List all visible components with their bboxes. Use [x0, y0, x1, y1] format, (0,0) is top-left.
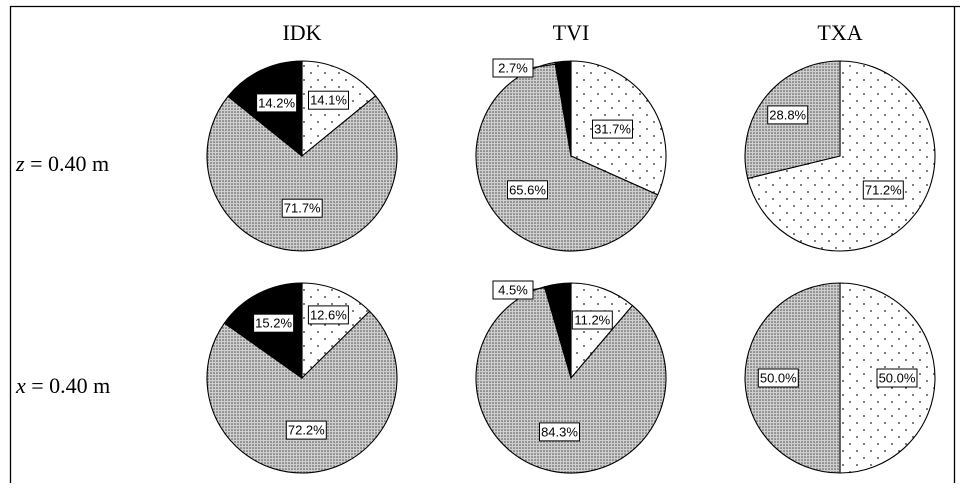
pie-slice-r1c1-2: [206, 95, 398, 252]
slice-label-box-r2c1-2: [285, 420, 327, 440]
slice-label-box-r1c1-1: [308, 90, 349, 110]
callout-line-r2c2: [528, 285, 558, 291]
slice-label-box-r1c3-1: [862, 180, 904, 200]
slice-label-r2c2-1: 11.2%: [574, 313, 610, 328]
row-label-z: z = 0.40 m: [15, 151, 109, 176]
slice-label-r1c2-3: 2.7%: [498, 61, 528, 76]
slice-label-box-r2c1-3: [253, 313, 295, 333]
slice-label-r2c3-1: 50.0%: [879, 371, 916, 386]
slice-label-box-r1c1-2: [281, 198, 323, 218]
pie-slice-r2c2-2: [475, 286, 667, 474]
column-title-txa: TXA: [817, 20, 862, 45]
pie-slice-r1c2-3: [554, 60, 572, 157]
row-label-x-var: x: [15, 373, 26, 398]
slice-label-r2c1-2: 72.2%: [288, 423, 325, 438]
slice-label-r2c2-2: 84.3%: [541, 424, 578, 439]
pie-slice-r2c2-3: [543, 282, 572, 379]
slice-label-box-r2c2-1: [571, 310, 613, 330]
slice-label-r1c3-2: 28.8%: [769, 107, 806, 122]
slice-label-r1c2-1: 31.7%: [594, 122, 631, 137]
pies-layer: 14.1% 71.7% 14.2% 31.7% 65.6% 2.7% 71.2% 28.8% 1…: [206, 58, 936, 474]
pie-slice-r2c1-2: [206, 310, 398, 474]
row-label-z-rest: = 0.40 m: [25, 151, 110, 176]
slice-label-box-r2c2-3: [492, 280, 534, 300]
row-label-x: x = 0.40 m: [15, 373, 110, 398]
slice-label-box-r1c2-1: [592, 119, 633, 139]
pie-slice-r2c2-1: [570, 282, 634, 380]
slice-label-box-r1c2-3: [492, 58, 534, 78]
slice-label-r1c1-1: 14.1%: [310, 93, 347, 108]
slice-label-box-r2c1-1: [307, 305, 349, 325]
slice-label-r2c2-3: 4.5%: [498, 283, 528, 298]
slice-label-r1c1-2: 71.7%: [284, 201, 321, 216]
slice-label-box-r1c3-2: [767, 105, 809, 125]
pie-slice-r1c3-1: [747, 60, 936, 252]
slice-label-r2c1-3: 15.2%: [255, 316, 292, 331]
slice-label-r1c1-3: 14.2%: [258, 95, 295, 110]
column-title-tvi: TVI: [553, 20, 590, 45]
slice-label-r1c2-2: 65.6%: [509, 182, 546, 197]
slice-label-box-r2c3-1: [876, 368, 918, 388]
slice-label-box-r1c1-3: [256, 93, 298, 113]
slice-label-box-r1c2-2: [507, 180, 548, 200]
slice-label-box-r2c3-2: [757, 368, 799, 388]
callout-line-r1c2: [528, 62, 564, 69]
slice-label-r2c3-2: 50.0%: [760, 371, 797, 386]
row-label-x-rest: = 0.40 m: [26, 373, 111, 398]
slice-label-r1c3-1: 71.2%: [865, 183, 902, 198]
pie-slice-r1c2-2: [475, 61, 659, 252]
column-title-idk: IDK: [282, 20, 321, 45]
row-label-z-var: z: [15, 151, 25, 176]
slice-label-box-r2c2-2: [539, 422, 580, 442]
slice-label-r2c1-1: 12.6%: [310, 307, 347, 322]
